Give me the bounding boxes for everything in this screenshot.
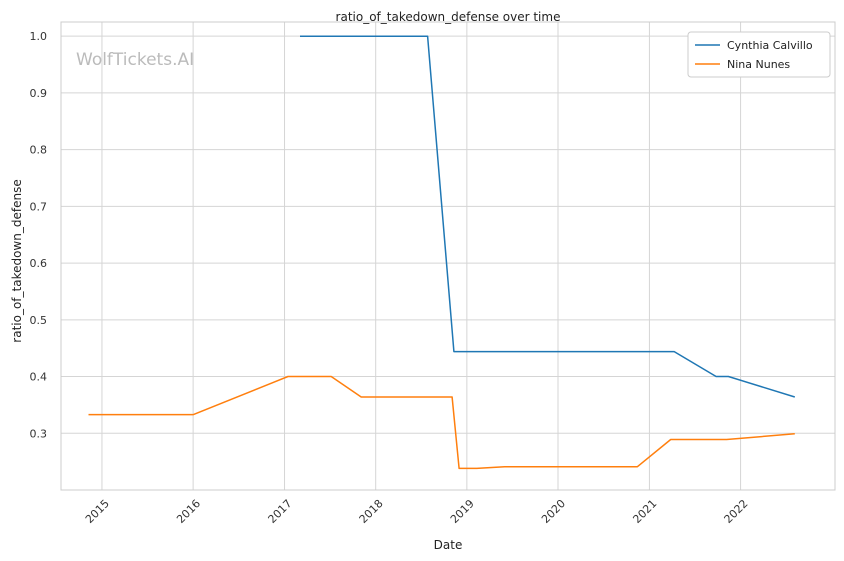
y-tick-labels: 0.3 0.4 0.5 0.6 0.7 0.8 0.9 1.0 bbox=[30, 30, 48, 440]
x-tick-label: 2017 bbox=[266, 497, 295, 526]
legend-box bbox=[687, 31, 831, 78]
legend-label-nina-nunes: Nina Nunes bbox=[727, 58, 790, 71]
y-tick-label: 0.9 bbox=[30, 87, 48, 100]
x-tick-label: 2015 bbox=[83, 497, 112, 526]
x-tick-label: 2019 bbox=[448, 497, 477, 526]
x-tick-labels: 2015 2016 2017 2018 2019 2020 2021 2022 bbox=[83, 497, 751, 526]
x-tick-label: 2021 bbox=[630, 497, 659, 526]
y-tick-label: 0.5 bbox=[30, 314, 48, 327]
x-tick-label: 2018 bbox=[357, 497, 386, 526]
x-tick-label: 2020 bbox=[539, 497, 568, 526]
x-tick-label: 2022 bbox=[722, 497, 751, 526]
series-line-nina-nunes bbox=[88, 375, 795, 470]
y-axis-label: ratio_of_takedown_defense bbox=[10, 179, 24, 342]
legend: Cynthia Calvillo Nina Nunes bbox=[687, 31, 831, 78]
chart-title: ratio_of_takedown_defense over time bbox=[336, 10, 561, 24]
x-tick-label: 2016 bbox=[174, 497, 203, 526]
y-tick-label: 0.6 bbox=[30, 257, 48, 270]
series-lines bbox=[88, 35, 796, 470]
y-tick-label: 0.3 bbox=[30, 427, 48, 440]
x-axis-label: Date bbox=[434, 538, 463, 552]
y-tick-label: 0.7 bbox=[30, 200, 48, 213]
y-tick-label: 0.4 bbox=[30, 371, 48, 384]
series-line-cynthia-calvillo bbox=[300, 35, 796, 398]
plot-frame bbox=[60, 21, 836, 491]
y-tick-label: 1.0 bbox=[30, 30, 48, 43]
y-tick-label: 0.8 bbox=[30, 144, 48, 157]
grid-lines bbox=[61, 22, 835, 490]
legend-label-cynthia-calvillo: Cynthia Calvillo bbox=[727, 39, 813, 52]
watermark-text: WolfTickets.AI bbox=[76, 50, 194, 70]
